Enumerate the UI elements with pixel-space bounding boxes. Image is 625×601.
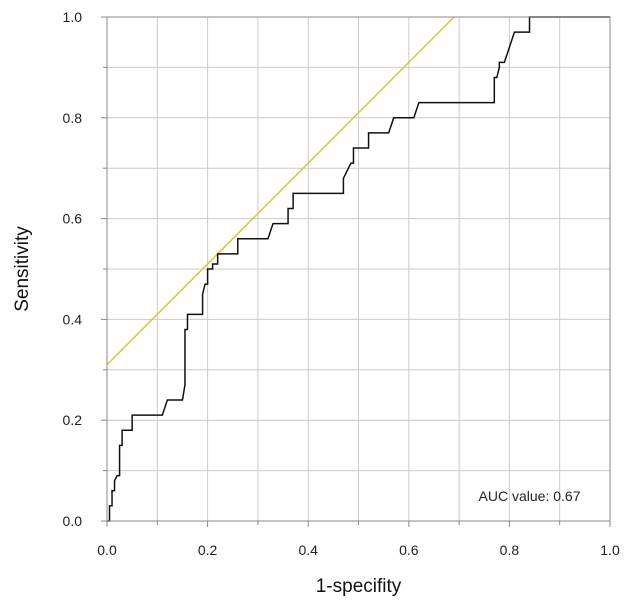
x-tick-label: 0.2 bbox=[198, 542, 218, 558]
x-tick-labels: 0.0 0.2 0.4 0.6 0.8 1.0 bbox=[97, 542, 620, 558]
y-tick-label: 0.2 bbox=[63, 412, 83, 428]
x-tick-label: 0.8 bbox=[500, 542, 520, 558]
axis-ticks bbox=[101, 16, 611, 527]
y-tick-label: 0.0 bbox=[63, 513, 83, 529]
y-axis-title: Sensitivity bbox=[12, 226, 33, 312]
reference-diagonal-line bbox=[106, 16, 455, 366]
y-tick-label: 1.0 bbox=[63, 9, 83, 25]
grid bbox=[107, 17, 610, 521]
x-axis-title: 1-specifity bbox=[316, 576, 402, 597]
y-tick-label: 0.4 bbox=[63, 311, 83, 327]
y-tick-label: 0.8 bbox=[63, 110, 83, 126]
x-tick-label: 0.6 bbox=[399, 542, 419, 558]
y-tick-labels: 0.0 0.2 0.4 0.6 0.8 1.0 bbox=[63, 9, 83, 529]
x-tick-label: 0.0 bbox=[97, 542, 117, 558]
roc-series-line bbox=[107, 16, 610, 522]
x-tick-label: 0.4 bbox=[298, 542, 318, 558]
x-tick-label: 1.0 bbox=[600, 542, 620, 558]
y-tick-label: 0.6 bbox=[63, 211, 83, 227]
auc-annotation: AUC value: 0.67 bbox=[479, 488, 581, 504]
roc-curve bbox=[107, 16, 610, 522]
reference-line bbox=[106, 16, 455, 366]
